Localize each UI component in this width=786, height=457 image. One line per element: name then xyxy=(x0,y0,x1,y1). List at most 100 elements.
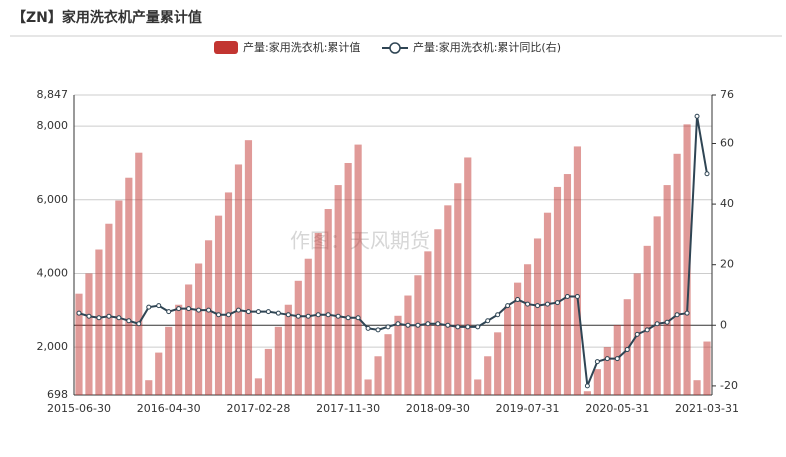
line-point xyxy=(76,310,82,316)
line-point xyxy=(465,324,471,330)
bar xyxy=(414,275,422,395)
bar xyxy=(324,209,332,395)
bar xyxy=(603,347,611,395)
bar xyxy=(394,315,402,395)
line-point xyxy=(485,318,491,324)
line-point xyxy=(275,310,281,316)
line-point xyxy=(206,307,212,313)
bar xyxy=(504,306,512,395)
line-point xyxy=(186,306,192,312)
x-tick-label: 2018-09-30 xyxy=(406,402,470,415)
line-point xyxy=(624,347,630,353)
line-point xyxy=(265,309,271,315)
line-point xyxy=(235,307,241,313)
y2-tick-label: 20 xyxy=(720,258,734,271)
line-point xyxy=(226,312,232,318)
line-point xyxy=(584,383,590,389)
bar xyxy=(434,229,442,395)
line-point xyxy=(535,303,541,309)
line-point xyxy=(335,313,341,319)
bar xyxy=(204,240,213,395)
line-point xyxy=(425,321,431,327)
bar xyxy=(284,304,292,395)
y2-tick-label: 40 xyxy=(720,197,734,210)
line-point xyxy=(684,310,690,316)
x-tick-label: 2017-02-28 xyxy=(226,402,290,415)
y-tick-label: 698 xyxy=(47,388,68,401)
bar xyxy=(105,223,113,395)
bar xyxy=(444,205,452,395)
x-tick-label: 2019-07-31 xyxy=(496,402,560,415)
x-tick-label: 2020-05-31 xyxy=(585,402,649,415)
bar xyxy=(693,380,701,395)
y-tick-label: 6,000 xyxy=(37,193,69,206)
bar xyxy=(264,348,272,395)
bar xyxy=(135,152,143,395)
bar xyxy=(643,245,651,395)
line-point xyxy=(86,313,92,319)
line-point xyxy=(435,321,441,327)
line-point xyxy=(136,321,142,327)
bar xyxy=(514,282,522,395)
y2-tick-label: 60 xyxy=(720,136,734,149)
bar xyxy=(115,200,123,395)
line-point xyxy=(216,312,222,318)
x-tick-label: 2016-04-30 xyxy=(137,402,201,415)
bar xyxy=(404,295,412,395)
line-point xyxy=(614,356,620,362)
bar xyxy=(185,284,193,395)
line-point xyxy=(325,312,331,318)
bar xyxy=(244,140,253,395)
bar xyxy=(464,157,472,395)
bar xyxy=(454,183,462,395)
line-point xyxy=(255,309,261,315)
line-point xyxy=(285,312,291,318)
chart-title: 【ZN】家用洗衣机产量累计值 xyxy=(12,9,202,26)
bar xyxy=(234,164,243,395)
legend-swatch xyxy=(214,41,238,54)
line-point xyxy=(245,309,251,315)
bar xyxy=(523,264,532,395)
line-point xyxy=(694,113,700,119)
bar xyxy=(175,304,183,395)
line-point xyxy=(604,356,610,362)
line-point xyxy=(475,324,481,330)
line-point xyxy=(664,319,670,325)
bar xyxy=(573,146,582,395)
bar xyxy=(85,273,93,395)
bar xyxy=(703,341,711,395)
line-point xyxy=(166,309,172,315)
line-point xyxy=(106,313,112,319)
bar xyxy=(364,379,372,395)
bar xyxy=(354,144,362,395)
line-point xyxy=(315,312,321,318)
line-point xyxy=(146,304,152,310)
line-point xyxy=(644,327,650,333)
bar xyxy=(653,216,661,395)
bar xyxy=(673,153,681,395)
bar xyxy=(95,249,103,395)
bar xyxy=(374,356,382,395)
line-point xyxy=(445,322,451,328)
line-point xyxy=(96,315,102,321)
line-point xyxy=(634,331,640,337)
y-tick-label: 8,000 xyxy=(37,119,69,132)
bar xyxy=(344,162,352,395)
y-tick-label: 4,000 xyxy=(37,266,69,279)
line-point xyxy=(295,313,301,319)
bar xyxy=(75,293,83,395)
bar xyxy=(593,369,601,395)
line-point xyxy=(196,307,202,313)
legend-swatch xyxy=(389,42,401,54)
y2-tick-label: 0 xyxy=(720,318,727,331)
y2-tick-label: -20 xyxy=(720,379,738,392)
line-point xyxy=(525,301,531,307)
line-point xyxy=(405,322,411,328)
bar xyxy=(334,185,342,395)
bar xyxy=(294,280,302,395)
x-tick-label: 2015-06-30 xyxy=(47,402,111,415)
line-point xyxy=(495,312,501,318)
bar xyxy=(125,177,133,395)
bar xyxy=(214,215,223,395)
line-point xyxy=(355,315,361,321)
